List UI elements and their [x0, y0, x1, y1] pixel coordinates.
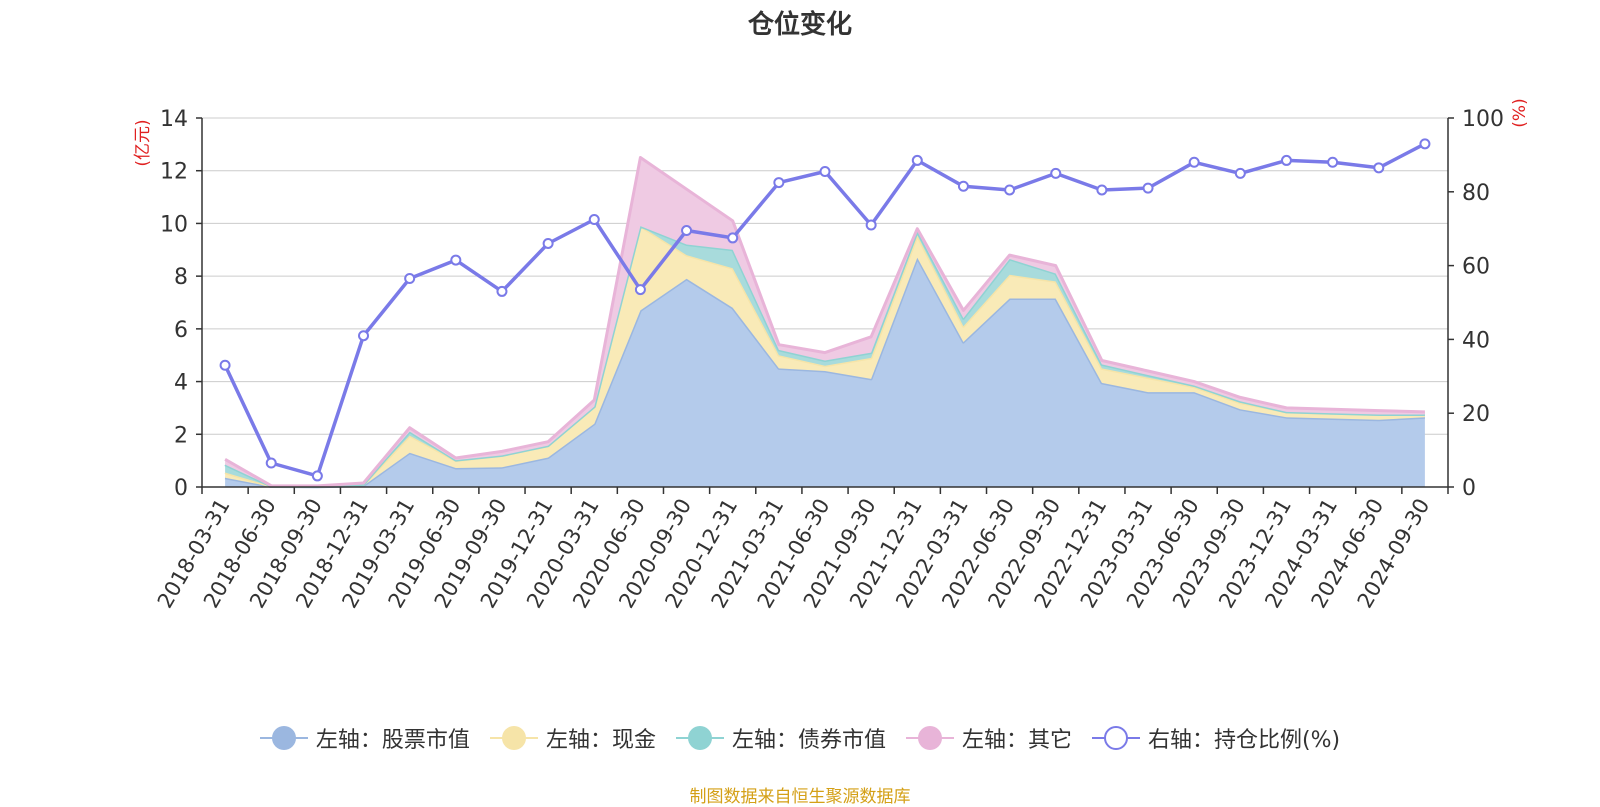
holding-ratio-point: [450, 254, 462, 266]
legend-label: 右轴：持仓比例(%): [1147, 728, 1341, 753]
holding-ratio-point: [1327, 156, 1339, 168]
holding-ratio-point: [1280, 154, 1292, 166]
legend-item[interactable]: 左轴：债券市值: [675, 722, 886, 754]
legend-swatch-icon: [675, 725, 724, 751]
holding-ratio-point: [819, 166, 831, 178]
holding-ratio-point: [1004, 184, 1016, 196]
right-axis-tick-label: 100: [1462, 107, 1504, 132]
legend-item[interactable]: 右轴：持仓比例(%): [1091, 722, 1341, 754]
legend-item[interactable]: 左轴：股票市值: [259, 722, 470, 754]
legend-label: 左轴：其它: [961, 728, 1072, 753]
right-axis-tick-label: 20: [1462, 402, 1490, 427]
holding-ratio-point: [681, 225, 693, 237]
left-axis-tick-label: 8: [174, 265, 188, 290]
right-axis-tick-label: 60: [1462, 255, 1490, 280]
holding-ratio-point: [496, 285, 508, 297]
left-axis-tick-label: 4: [174, 371, 188, 396]
right-axis-tick-label: 80: [1462, 181, 1490, 206]
holding-ratio-point: [358, 330, 370, 342]
holding-ratio-point: [1096, 184, 1108, 196]
data-source-note: 制图数据来自恒生聚源数据库: [689, 787, 911, 807]
chart-title: 仓位变化: [747, 10, 852, 40]
holding-ratio-point: [634, 284, 646, 296]
left-axis-tick-label: 0: [174, 476, 188, 501]
holding-ratio-point: [404, 273, 416, 285]
left-axis-tick-label: 14: [160, 107, 188, 132]
holding-ratio-point: [1142, 182, 1154, 194]
holding-ratio-point: [1050, 167, 1062, 179]
holding-ratio-point: [773, 177, 785, 189]
holding-ratio-point: [265, 457, 277, 469]
right-axis-tick-label: 0: [1462, 476, 1476, 501]
holding-ratio-point: [1188, 156, 1200, 168]
legend-swatch-icon: [1091, 725, 1140, 751]
legend-swatch-icon: [489, 725, 538, 751]
right-axis-unit: (%): [1510, 98, 1530, 127]
legend-label: 左轴：股票市值: [315, 728, 470, 753]
holding-ratio-point: [1419, 138, 1431, 150]
legend-item[interactable]: 左轴：现金: [489, 722, 656, 754]
holding-ratio-point: [311, 470, 323, 482]
holding-ratio-point: [1234, 167, 1246, 179]
right-axis-tick-label: 40: [1462, 328, 1490, 353]
legend: 左轴：股票市值 左轴：现金 左轴：债券市值 左轴：其它 右轴：持仓比例(%): [0, 722, 1600, 754]
area-series-edge-4: [224, 156, 1425, 488]
legend-label: 左轴：现金: [545, 728, 656, 753]
left-axis-tick-label: 10: [160, 212, 188, 237]
legend-label: 左轴：债券市值: [731, 728, 886, 753]
holding-ratio-point: [588, 213, 600, 225]
holding-ratio-point: [727, 232, 739, 244]
legend-item[interactable]: 左轴：其它: [905, 722, 1072, 754]
holding-ratio-point: [911, 154, 923, 166]
holding-ratio-point: [865, 219, 877, 231]
holding-ratio-point: [542, 237, 554, 249]
left-axis-unit: (亿元): [133, 119, 153, 166]
holding-ratio-point: [219, 359, 231, 371]
holding-ratio-point: [1373, 162, 1385, 174]
legend-swatch-icon: [259, 725, 308, 751]
holding-ratio-point: [957, 180, 969, 192]
left-axis-tick-label: 6: [174, 318, 188, 343]
left-axis-tick-label: 12: [160, 160, 188, 185]
left-axis-tick-label: 2: [174, 423, 188, 448]
legend-swatch-icon: [905, 725, 954, 751]
